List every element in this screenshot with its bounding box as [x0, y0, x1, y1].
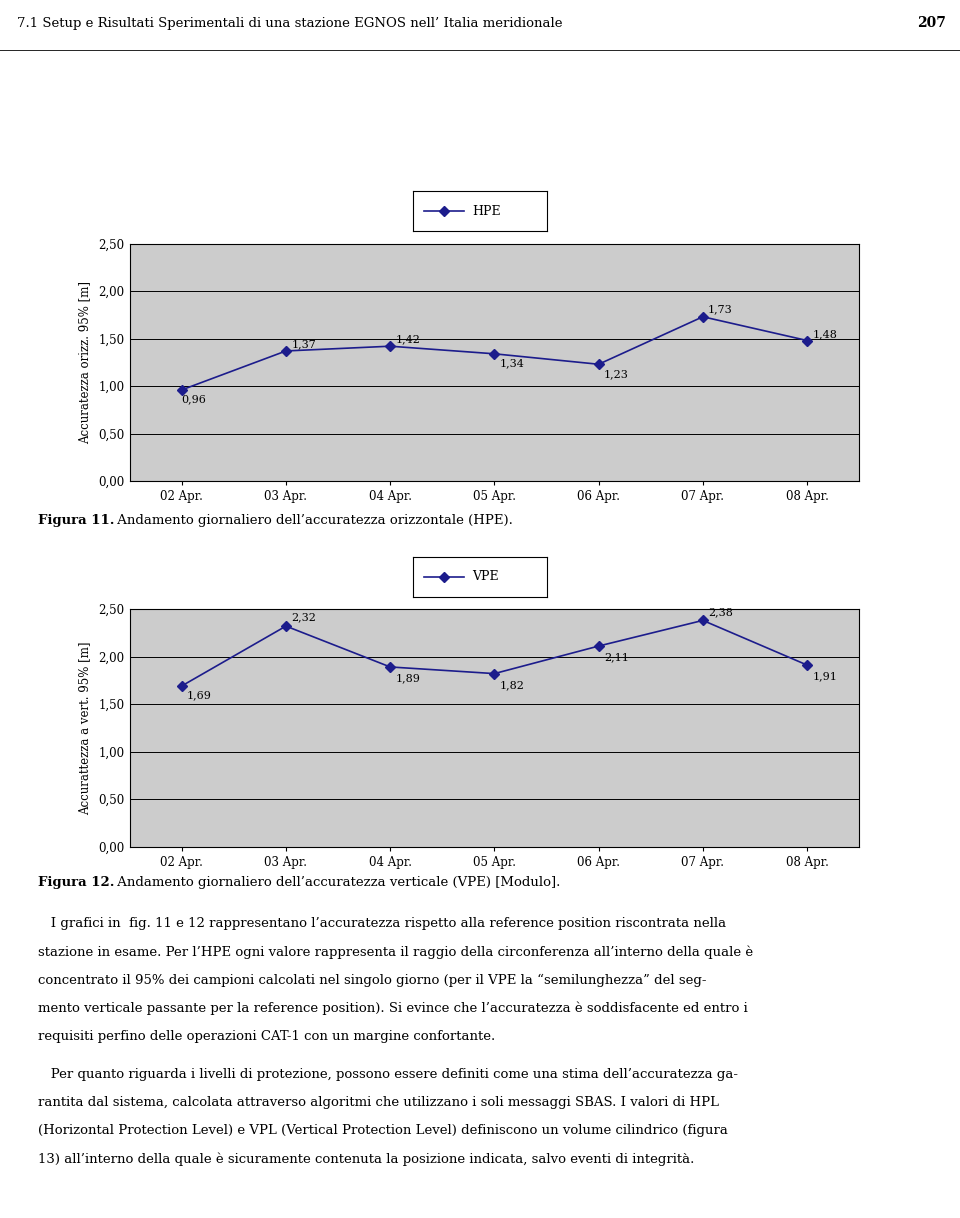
Text: 2,38: 2,38: [708, 607, 732, 616]
Text: 1,37: 1,37: [291, 340, 316, 350]
Text: requisiti perfino delle operazioni CAT-1 con un margine confortante.: requisiti perfino delle operazioni CAT-1…: [38, 1030, 495, 1043]
Text: Andamento giornaliero dell’accuratezza verticale (VPE) [Modulo].: Andamento giornaliero dell’accuratezza v…: [113, 876, 561, 889]
Text: 207: 207: [917, 16, 946, 30]
Text: I grafici in  fig. 11 e 12 rappresentano l’accuratezza rispetto alla reference p: I grafici in fig. 11 e 12 rappresentano …: [38, 917, 727, 931]
Text: Per quanto riguarda i livelli di protezione, possono essere definiti come una st: Per quanto riguarda i livelli di protezi…: [38, 1068, 738, 1080]
Text: 2,11: 2,11: [604, 653, 629, 663]
Text: 7.1 Setup e Risultati Sperimentali di una stazione EGNOS nell’ Italia meridional: 7.1 Setup e Risultati Sperimentali di un…: [17, 17, 563, 29]
Y-axis label: Accuratezza orizz. 95% [m]: Accuratezza orizz. 95% [m]: [79, 281, 91, 443]
Text: 13) all’interno della quale è sicuramente contenuta la posizione indicata, salvo: 13) all’interno della quale è sicurament…: [38, 1152, 695, 1166]
Text: mento verticale passante per la reference position). Si evince che l’accuratezza: mento verticale passante per la referenc…: [38, 1002, 748, 1016]
Text: 0,96: 0,96: [181, 395, 206, 404]
Text: rantita dal sistema, calcolata attraverso algoritmi che utilizzano i soli messag: rantita dal sistema, calcolata attravers…: [38, 1096, 719, 1108]
Text: (Horizontal Protection Level) e VPL (Vertical Protection Level) definiscono un v: (Horizontal Protection Level) e VPL (Ver…: [38, 1124, 729, 1138]
Text: Figura 12.: Figura 12.: [38, 876, 115, 889]
Text: Andamento giornaliero dell’accuratezza orizzontale (HPE).: Andamento giornaliero dell’accuratezza o…: [113, 514, 514, 527]
Text: 1,23: 1,23: [604, 369, 629, 379]
Text: 1,82: 1,82: [499, 680, 524, 691]
Text: Figura 11.: Figura 11.: [38, 514, 115, 527]
Text: 1,34: 1,34: [499, 358, 524, 368]
Text: VPE: VPE: [472, 570, 498, 583]
Text: 1,91: 1,91: [812, 671, 837, 681]
Text: 1,73: 1,73: [708, 304, 732, 314]
Text: 1,89: 1,89: [396, 674, 420, 683]
Text: 1,42: 1,42: [396, 335, 420, 345]
Y-axis label: Accurattezza a vert. 95% [m]: Accurattezza a vert. 95% [m]: [79, 641, 91, 815]
Text: stazione in esame. Per l’HPE ogni valore rappresenta il raggio della circonferen: stazione in esame. Per l’HPE ogni valore…: [38, 945, 754, 959]
Text: concentrato il 95% dei campioni calcolati nel singolo giorno (per il VPE la “sem: concentrato il 95% dei campioni calcolat…: [38, 973, 707, 987]
Text: HPE: HPE: [472, 205, 500, 218]
Text: 1,69: 1,69: [187, 691, 212, 700]
Text: 1,48: 1,48: [812, 329, 837, 339]
Text: 2,32: 2,32: [291, 613, 316, 622]
